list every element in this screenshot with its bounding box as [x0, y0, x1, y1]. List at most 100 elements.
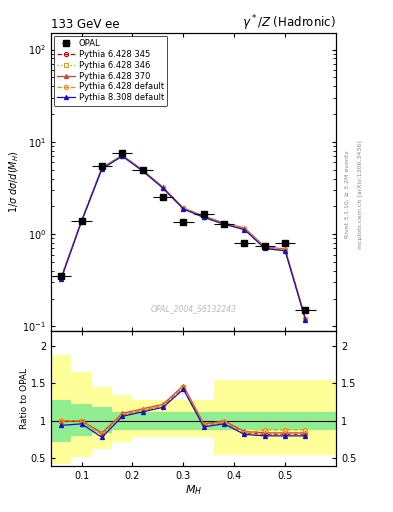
- Pythia 6.428 default: [120, 153, 125, 159]
- Pythia 6.428 370: [181, 205, 186, 211]
- Bar: [132, 412, 153, 430]
- Pythia 6.428 345: [201, 214, 206, 220]
- Bar: [112, 395, 132, 442]
- Pythia 6.428 370: [99, 165, 104, 171]
- Pythia 6.428 370: [283, 246, 288, 252]
- Pythia 6.428 default: [59, 274, 64, 281]
- Pythia 8.308 default: [140, 168, 145, 174]
- Pythia 8.308 default: [161, 185, 165, 191]
- Pythia 8.308 default: [303, 317, 308, 323]
- Pythia 6.428 370: [161, 184, 165, 190]
- Pythia 6.428 346: [303, 316, 308, 322]
- Pythia 8.308 default: [79, 218, 84, 224]
- Pythia 6.428 default: [79, 218, 84, 224]
- Pythia 6.428 346: [99, 165, 104, 171]
- Pythia 6.428 370: [222, 220, 226, 226]
- Text: mcplots.cern.ch [arXiv:1306.3436]: mcplots.cern.ch [arXiv:1306.3436]: [358, 140, 364, 249]
- Text: OPAL_2004_S6132243: OPAL_2004_S6132243: [151, 304, 237, 313]
- Pythia 6.428 345: [161, 184, 165, 190]
- Pythia 6.428 346: [181, 205, 186, 211]
- Line: Pythia 6.428 346: Pythia 6.428 346: [59, 154, 308, 321]
- Pythia 6.428 346: [201, 214, 206, 220]
- Pythia 6.428 370: [263, 244, 267, 250]
- Bar: [173, 412, 193, 430]
- Pythia 6.428 default: [201, 214, 206, 220]
- Pythia 6.428 345: [242, 225, 247, 231]
- Pythia 6.428 370: [140, 167, 145, 173]
- Pythia 6.428 345: [120, 153, 125, 159]
- Pythia 6.428 default: [181, 205, 186, 211]
- Bar: [153, 400, 173, 437]
- Pythia 8.308 default: [201, 215, 206, 221]
- Pythia 6.428 346: [222, 221, 226, 227]
- Bar: [193, 400, 214, 437]
- Text: Rivet 3.1.10, ≥ 3.2M events: Rivet 3.1.10, ≥ 3.2M events: [345, 151, 350, 239]
- Legend: OPAL, Pythia 6.428 345, Pythia 6.428 346, Pythia 6.428 370, Pythia 6.428 default: OPAL, Pythia 6.428 345, Pythia 6.428 346…: [53, 36, 167, 105]
- Pythia 6.428 345: [140, 167, 145, 174]
- Bar: [51, 400, 72, 442]
- Bar: [234, 379, 255, 455]
- Pythia 6.428 345: [263, 244, 267, 250]
- Pythia 6.428 346: [161, 184, 165, 190]
- Y-axis label: Ratio to OPAL: Ratio to OPAL: [20, 368, 29, 429]
- Bar: [295, 379, 316, 455]
- Pythia 8.308 default: [283, 248, 288, 254]
- Pythia 6.428 default: [140, 167, 145, 174]
- Bar: [153, 412, 173, 430]
- X-axis label: $M_H$: $M_H$: [185, 483, 202, 497]
- Bar: [92, 408, 112, 433]
- Pythia 6.428 370: [201, 213, 206, 219]
- Bar: [275, 379, 295, 455]
- Y-axis label: $1/\sigma\;d\sigma/d(M_H)$: $1/\sigma\;d\sigma/d(M_H)$: [7, 151, 21, 214]
- Pythia 6.428 346: [79, 218, 84, 224]
- Bar: [234, 412, 255, 430]
- Pythia 8.308 default: [120, 153, 125, 159]
- Pythia 6.428 default: [161, 184, 165, 190]
- Pythia 6.428 346: [120, 153, 125, 159]
- Pythia 6.428 370: [59, 274, 64, 281]
- Pythia 6.428 default: [303, 316, 308, 322]
- Pythia 6.428 345: [303, 316, 308, 322]
- Bar: [214, 412, 234, 430]
- Pythia 6.428 346: [263, 244, 267, 250]
- Bar: [275, 412, 295, 430]
- Pythia 6.428 370: [242, 225, 247, 231]
- Bar: [255, 412, 275, 430]
- Pythia 8.308 default: [263, 245, 267, 251]
- Pythia 6.428 default: [99, 165, 104, 171]
- Text: $\gamma^*/Z$ (Hadronic): $\gamma^*/Z$ (Hadronic): [242, 14, 336, 33]
- Pythia 6.428 370: [79, 218, 84, 224]
- Pythia 6.428 370: [120, 152, 125, 158]
- Pythia 6.428 default: [263, 244, 267, 250]
- Pythia 6.428 345: [59, 274, 64, 281]
- Bar: [255, 379, 275, 455]
- Bar: [72, 404, 92, 436]
- Bar: [132, 400, 153, 437]
- Line: Pythia 8.308 default: Pythia 8.308 default: [59, 154, 308, 322]
- Pythia 6.428 370: [303, 315, 308, 322]
- Pythia 6.428 346: [59, 274, 64, 281]
- Bar: [112, 412, 132, 430]
- Bar: [193, 412, 214, 430]
- Pythia 8.308 default: [99, 166, 104, 172]
- Line: Pythia 6.428 default: Pythia 6.428 default: [59, 154, 308, 321]
- Pythia 8.308 default: [59, 275, 64, 282]
- Bar: [295, 412, 316, 430]
- Pythia 6.428 345: [222, 221, 226, 227]
- Pythia 6.428 345: [79, 218, 84, 224]
- Line: Pythia 6.428 345: Pythia 6.428 345: [59, 154, 308, 321]
- Pythia 6.428 346: [242, 225, 247, 231]
- Pythia 8.308 default: [181, 206, 186, 212]
- Bar: [72, 372, 92, 457]
- Bar: [173, 400, 193, 437]
- Pythia 8.308 default: [222, 221, 226, 227]
- Bar: [92, 387, 112, 450]
- Pythia 6.428 default: [242, 225, 247, 231]
- Bar: [316, 412, 336, 430]
- Pythia 6.428 345: [181, 205, 186, 211]
- Pythia 6.428 default: [283, 247, 288, 253]
- Pythia 6.428 default: [222, 221, 226, 227]
- Pythia 6.428 345: [283, 247, 288, 253]
- Bar: [214, 379, 234, 455]
- Bar: [316, 379, 336, 455]
